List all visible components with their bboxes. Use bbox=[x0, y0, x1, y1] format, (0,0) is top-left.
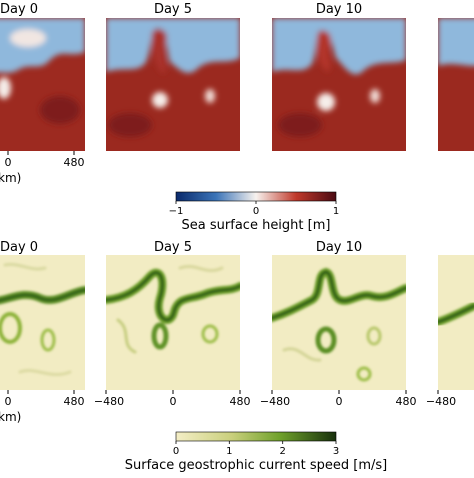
ssh-panel-day0 bbox=[0, 18, 85, 151]
ssh-colorbar bbox=[175, 191, 337, 202]
speed-colorbar-ticks bbox=[175, 441, 337, 444]
ssh-xaxis bbox=[7, 151, 75, 155]
speed-panel-day0 bbox=[0, 255, 85, 390]
ssh-xlabel: km) bbox=[0, 171, 21, 185]
ssh-xtick-480: 480 bbox=[64, 156, 85, 169]
ssh-colorbar-ticks bbox=[175, 201, 337, 204]
speed-cbar-tick-2: 2 bbox=[280, 446, 286, 457]
ssh-cbar-tick-1: 0 bbox=[253, 206, 259, 217]
speed-title-day5: Day 5 bbox=[154, 240, 192, 255]
speed-xlabel-unit: km bbox=[0, 410, 17, 424]
ssh-title-day0: Day 0 bbox=[0, 2, 38, 17]
ssh-panel-day10 bbox=[272, 18, 406, 151]
speed-p3-xtick-neg480: −480 bbox=[426, 395, 456, 408]
ssh-title-day10: Day 10 bbox=[316, 2, 362, 17]
speed-panel-partial bbox=[438, 255, 474, 390]
speed-cbar-tick-0: 0 bbox=[173, 446, 179, 457]
speed-p2-xtick-480: 480 bbox=[396, 395, 417, 408]
speed-p0-xtick-0: 0 bbox=[5, 395, 12, 408]
speed-cbar-tick-3: 3 bbox=[333, 446, 339, 457]
speed-colorbar bbox=[175, 431, 337, 442]
speed-p2-xtick-0: 0 bbox=[336, 395, 343, 408]
speed-p1-xtick-480: 480 bbox=[230, 395, 251, 408]
ssh-panel-partial bbox=[438, 18, 474, 151]
speed-colorbar-label: Surface geostrophic current speed [m/s] bbox=[125, 458, 388, 473]
speed-panel-day5 bbox=[106, 255, 240, 390]
speed-xlabel: km) bbox=[0, 410, 21, 424]
ssh-cbar-tick-0: −1 bbox=[169, 206, 184, 217]
ssh-panel-day5 bbox=[106, 18, 240, 151]
speed-cbar-tick-1: 1 bbox=[226, 446, 232, 457]
ssh-cbar-tick-2: 1 bbox=[333, 206, 339, 217]
speed-p0-xtick-480: 480 bbox=[64, 395, 85, 408]
speed-xaxes bbox=[7, 390, 439, 394]
speed-title-day0: Day 0 bbox=[0, 240, 38, 255]
ssh-title-day5: Day 5 bbox=[154, 2, 192, 17]
ssh-colorbar-label: Sea surface height [m] bbox=[182, 218, 331, 233]
speed-p2-xtick-neg480: −480 bbox=[260, 395, 290, 408]
speed-p1-xtick-neg480: −480 bbox=[94, 395, 124, 408]
speed-panel-day10 bbox=[272, 255, 406, 390]
ssh-xtick-0: 0 bbox=[5, 156, 12, 169]
ssh-xlabel-unit: km bbox=[0, 171, 17, 185]
speed-p1-xtick-0: 0 bbox=[170, 395, 177, 408]
speed-title-day10: Day 10 bbox=[316, 240, 362, 255]
